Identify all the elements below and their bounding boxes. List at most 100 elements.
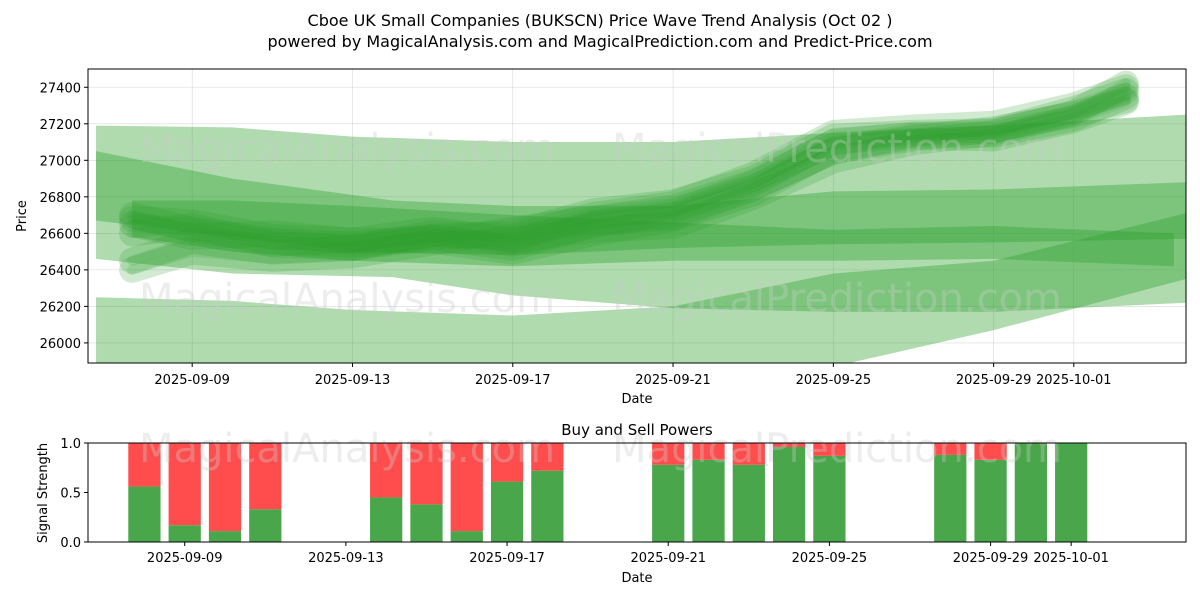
price-y-label: Price	[15, 200, 30, 232]
buy-bar-2025-09-28	[934, 454, 967, 542]
watermark-analysis-bottom: MagicalAnalysis.com	[139, 426, 555, 472]
price-waves	[119, 70, 1139, 283]
buy-bar-2025-09-29	[974, 459, 1007, 542]
price-x-label: Date	[621, 392, 652, 407]
price-wave-3-core	[127, 82, 1131, 253]
signal-x-tick-2: 2025-09-17	[469, 551, 545, 566]
price-wave-1-core	[127, 85, 1131, 266]
sell-bar-2025-09-09	[168, 443, 201, 526]
price-y-ticks: 26000 26200 26400 26600 26800 27000 27200 27400	[40, 81, 88, 352]
price-y-tick-1: 26200	[40, 300, 81, 315]
price-y-tick-2: 26400	[40, 264, 81, 279]
buy-bar-2025-09-24	[772, 446, 806, 542]
buy-bar-2025-09-09	[168, 525, 201, 542]
buy-bar-2025-09-11	[249, 509, 282, 542]
sell-bar-2025-09-23	[732, 443, 765, 465]
buy-bar-2025-09-25	[813, 455, 846, 542]
price-band-upper-wide	[96, 114, 1186, 256]
price-y-tick-3: 26600	[40, 227, 81, 242]
sell-bar-2025-09-28	[934, 443, 967, 455]
sell-bar-2025-09-21	[652, 443, 685, 465]
signal-bars	[128, 443, 1088, 542]
buy-bar-2025-09-17	[490, 481, 524, 542]
price-bands	[96, 114, 1186, 363]
buy-bar-2025-09-18	[531, 470, 564, 542]
buy-bar-2025-09-21	[652, 464, 685, 542]
price-plot-frame	[87, 68, 1187, 364]
price-band-mid-band	[132, 200, 1174, 267]
buy-bar-2025-09-14	[370, 497, 403, 542]
signal-x-tick-0: 2025-09-09	[147, 551, 223, 566]
buy-bar-2025-09-23	[732, 464, 765, 542]
sell-bar-2025-09-22	[692, 443, 725, 460]
sell-bar-2025-09-11	[249, 443, 282, 510]
price-grid	[88, 69, 1186, 363]
price-y-tick-5: 27000	[40, 154, 81, 169]
price-band-mid-wide	[96, 151, 1186, 312]
price-x-tick-1: 2025-09-13	[315, 373, 391, 388]
watermark-prediction-mid: MagicalPrediction.com	[612, 276, 1062, 322]
signal-chart-title: Buy and Sell Powers	[561, 421, 713, 439]
price-wave-4	[119, 83, 1139, 283]
price-band-lower-wide	[96, 213, 1186, 363]
sell-bar-2025-09-16	[450, 443, 483, 532]
signal-x-label: Date	[621, 571, 652, 586]
price-wave-6	[119, 88, 1139, 265]
price-x-ticks: 2025-09-09 2025-09-13 2025-09-17 2025-09-21…	[154, 363, 1112, 388]
price-wave-4-core	[127, 91, 1131, 275]
signal-x-tick-3: 2025-09-21	[630, 551, 706, 566]
signal-y-tick-2: 1.0	[60, 437, 81, 452]
sell-bar-2025-09-17	[490, 443, 524, 482]
price-wave-5-core	[127, 78, 1131, 246]
price-x-tick-4: 2025-09-25	[796, 373, 872, 388]
price-y-tick-0: 26000	[40, 337, 81, 352]
price-x-tick-0: 2025-09-09	[154, 373, 230, 388]
signal-x-tick-4: 2025-09-25	[792, 551, 868, 566]
price-wave-3	[119, 74, 1139, 261]
price-y-tick-6: 27200	[40, 118, 81, 133]
signal-x-tick-1: 2025-09-13	[308, 551, 384, 566]
price-chart: MagicalAnalysis.com MagicalPrediction.co…	[15, 68, 1187, 407]
sell-bar-2025-09-14	[370, 443, 403, 498]
price-wave-1	[119, 77, 1139, 274]
watermark-prediction-bottom: MagicalPrediction.com	[612, 426, 1062, 472]
price-wave-2-core	[127, 95, 1131, 253]
signal-y-label: Signal Strength	[36, 443, 51, 543]
price-wave-5	[119, 70, 1139, 254]
sell-bar-2025-09-29	[974, 443, 1007, 460]
chart-title-line1: Cboe UK Small Companies (BUKSCN) Price W…	[308, 11, 893, 30]
buy-bar-2025-09-16	[450, 531, 483, 542]
signal-x-tick-6: 2025-10-01	[1033, 551, 1109, 566]
sell-bar-2025-09-15	[410, 443, 443, 505]
watermark-analysis-mid: MagicalAnalysis.com	[139, 276, 555, 322]
price-x-tick-6: 2025-10-01	[1036, 373, 1112, 388]
price-wave-2	[119, 87, 1139, 261]
buy-bar-2025-09-22	[692, 459, 725, 542]
buy-bar-2025-09-15	[410, 504, 443, 542]
price-y-tick-7: 27400	[40, 81, 81, 96]
price-y-tick-4: 26800	[40, 191, 81, 206]
signal-y-ticks: 0.0 0.5 1.0	[60, 437, 88, 551]
price-wave-6-core	[127, 96, 1131, 257]
price-x-tick-3: 2025-09-21	[635, 373, 711, 388]
chart-title-line2: powered by MagicalAnalysis.com and Magic…	[267, 32, 932, 51]
sell-bar-2025-09-25	[813, 443, 846, 456]
signal-x-tick-5: 2025-09-29	[953, 551, 1029, 566]
price-x-tick-2: 2025-09-17	[475, 373, 551, 388]
signal-x-ticks: 2025-09-09 2025-09-13 2025-09-17 2025-09-21…	[147, 542, 1109, 566]
signal-chart: Buy and Sell Powers MagicalAnalysis.com …	[36, 421, 1187, 586]
sell-bar-2025-09-18	[531, 443, 564, 471]
signal-y-tick-1: 0.5	[60, 487, 81, 502]
buy-bar-2025-09-30	[1014, 443, 1047, 542]
sell-bar-2025-09-10	[208, 443, 242, 532]
watermark-prediction-top: MagicalPrediction.com	[612, 126, 1062, 172]
buy-bar-2025-10-01	[1055, 443, 1088, 542]
signal-y-tick-0: 0.0	[60, 536, 81, 551]
sell-bar-2025-09-08	[128, 443, 161, 487]
price-x-tick-5: 2025-09-29	[956, 373, 1032, 388]
buy-bar-2025-09-08	[128, 486, 161, 542]
watermark-analysis-top: MagicalAnalysis.com	[139, 126, 555, 172]
buy-bar-2025-09-10	[208, 531, 242, 542]
sell-bar-2025-09-24	[772, 443, 806, 447]
